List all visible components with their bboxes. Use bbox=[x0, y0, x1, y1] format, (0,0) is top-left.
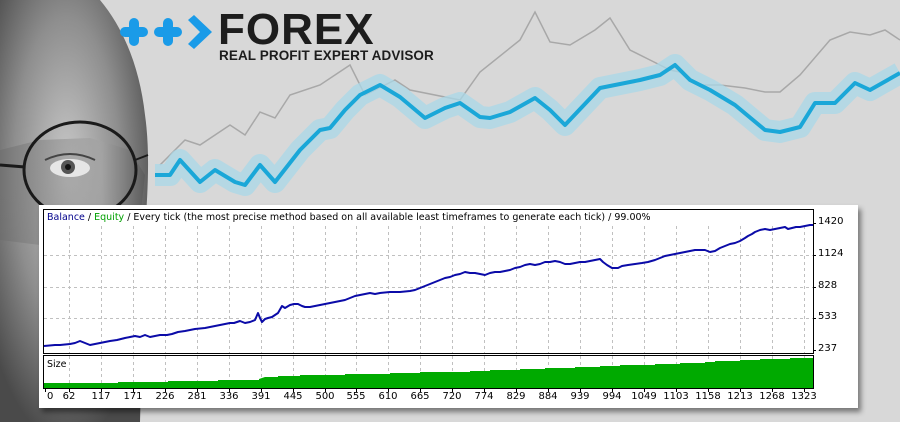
y-tick-828: 828 bbox=[818, 280, 838, 291]
x-tick: 1213 bbox=[727, 391, 753, 402]
grid-horizontal bbox=[44, 255, 813, 319]
x-tick: 555 bbox=[346, 391, 366, 402]
x-tick: 939 bbox=[570, 391, 590, 402]
x-tick: 665 bbox=[410, 391, 430, 402]
x-tick: 884 bbox=[538, 391, 558, 402]
x-tick: 445 bbox=[283, 391, 303, 402]
size-panel-label: Size bbox=[47, 359, 67, 370]
x-tick: 720 bbox=[442, 391, 462, 402]
x-tick: 391 bbox=[251, 391, 271, 402]
chart-title: Balance / Equity / Every tick (the most … bbox=[47, 212, 651, 223]
logo-wordmark: FOREX bbox=[218, 5, 375, 54]
x-tick: 829 bbox=[506, 391, 526, 402]
x-tick: 1268 bbox=[759, 391, 785, 402]
y-tick-533: 533 bbox=[818, 311, 838, 322]
logo-tagline: REAL PROFIT EXPERT ADVISOR bbox=[219, 48, 434, 63]
deco-gray-line bbox=[159, 10, 900, 166]
legend-balance: Balance bbox=[47, 212, 85, 223]
x-tick: 281 bbox=[187, 391, 207, 402]
x-tick: 1158 bbox=[695, 391, 721, 402]
deco-blue-line bbox=[155, 63, 900, 187]
x-tick: 1323 bbox=[791, 391, 817, 402]
y-tick-237: 237 bbox=[818, 343, 838, 354]
x-tick: 994 bbox=[602, 391, 622, 402]
y-tick-1420: 1420 bbox=[818, 216, 844, 227]
x-tick: 117 bbox=[91, 391, 111, 402]
x-tick: 1049 bbox=[631, 391, 657, 402]
x-tick: 774 bbox=[474, 391, 494, 402]
x-tick: 62 bbox=[62, 391, 76, 402]
y-tick-1124: 1124 bbox=[818, 248, 844, 259]
test-mode-text: / Every tick (the most precise method ba… bbox=[124, 212, 651, 223]
legend-equity: Equity bbox=[94, 212, 125, 223]
x-tick: 0 bbox=[47, 391, 54, 402]
x-tick: 226 bbox=[155, 391, 175, 402]
balance-line bbox=[43, 224, 813, 347]
plus-plus-arrow-icon bbox=[120, 15, 212, 49]
x-tick: 610 bbox=[378, 391, 398, 402]
x-tick: 500 bbox=[315, 391, 335, 402]
x-tick: 1103 bbox=[663, 391, 689, 402]
x-tick: 336 bbox=[219, 391, 239, 402]
x-tick: 171 bbox=[123, 391, 143, 402]
size-bars bbox=[44, 358, 813, 388]
